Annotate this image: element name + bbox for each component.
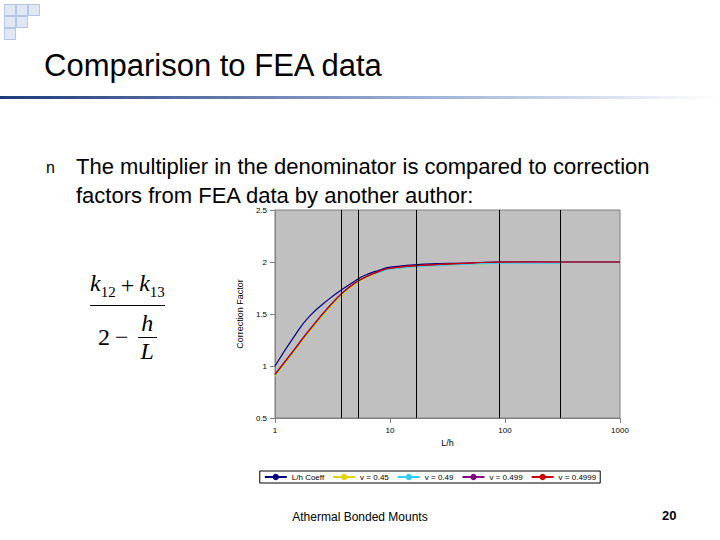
svg-text:1: 1 — [273, 426, 278, 435]
svg-text:v = 0.45: v = 0.45 — [360, 473, 389, 482]
html-text:L: L — [140, 337, 154, 364]
svg-text:0.5: 0.5 — [256, 414, 268, 423]
svg-text:1.5: 1.5 — [256, 310, 268, 319]
svg-text:1: 1 — [263, 362, 268, 371]
svg-text:v = 0.4999: v = 0.4999 — [559, 473, 597, 482]
html-text:2 −: 2 − — [98, 323, 129, 350]
html-text:The multiplier in the denomina: The multiplier in the denominator is com… — [76, 154, 650, 208]
svg-text:100: 100 — [498, 426, 512, 435]
html-text:Athermal Bonded Mounts: Athermal Bonded Mounts — [292, 510, 428, 524]
svg-text:v = 0.49: v = 0.49 — [425, 473, 454, 482]
svg-text:2.5: 2.5 — [256, 206, 268, 215]
html-text:k12 + k13: k12 + k13 — [90, 270, 165, 300]
svg-text:v = 0.499: v = 0.499 — [489, 473, 523, 482]
svg-text:10: 10 — [386, 426, 395, 435]
html-text:n: n — [46, 159, 55, 176]
svg-text:1000: 1000 — [611, 426, 629, 435]
html-text:h: h — [141, 309, 154, 336]
svg-text:L/h Coeff: L/h Coeff — [292, 473, 325, 482]
svg-text:2: 2 — [263, 258, 268, 267]
html-text:20: 20 — [662, 508, 677, 523]
svg-text:Correction Factor: Correction Factor — [235, 279, 245, 349]
html-text:Comparison to FEA data: Comparison to FEA data — [44, 48, 382, 83]
svg-text:L/h: L/h — [441, 438, 454, 448]
